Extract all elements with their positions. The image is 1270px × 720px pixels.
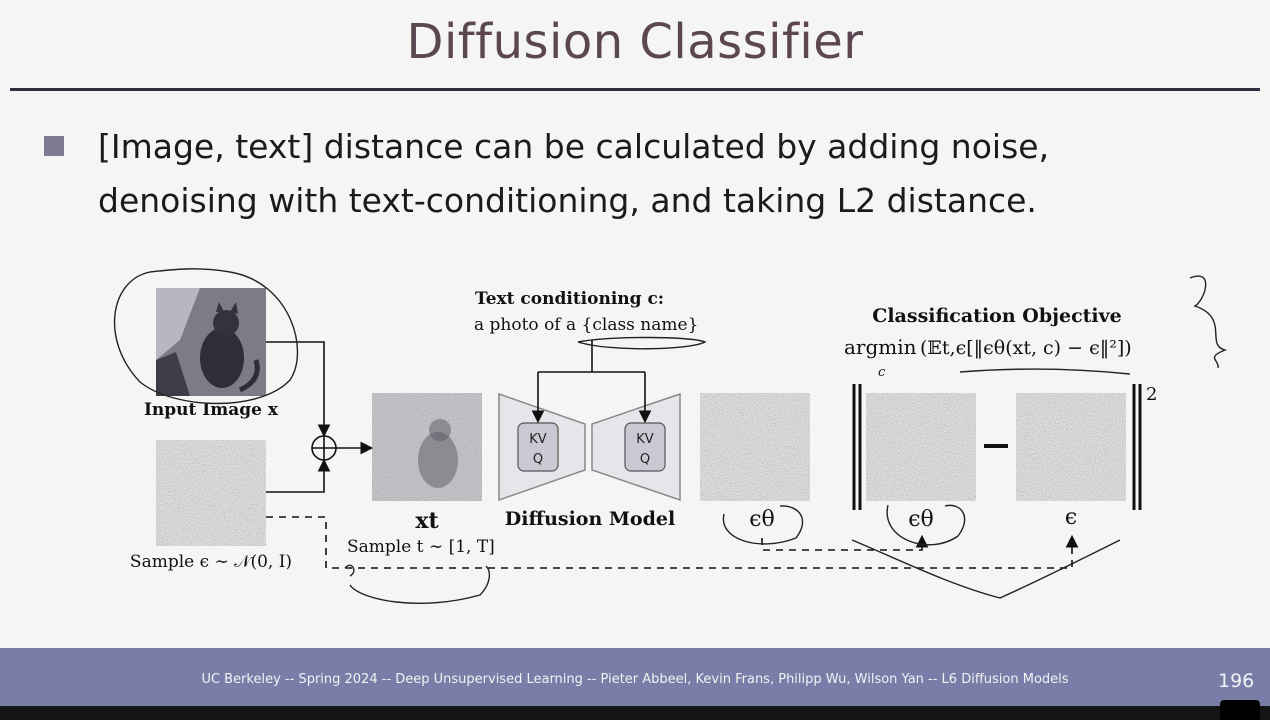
objective-title: Classification Objective bbox=[872, 305, 1122, 327]
slide-title: Diffusion Classifier bbox=[406, 14, 864, 70]
eps-theta-label: ϵθ bbox=[749, 507, 775, 532]
bottom-bar bbox=[0, 706, 1270, 720]
predicted-noise-image bbox=[700, 393, 810, 501]
kv-label: KV bbox=[529, 432, 547, 447]
objective-argmin-subscript: c bbox=[878, 365, 886, 380]
bullet-text: [Image, text] distance can be calculated… bbox=[98, 127, 1050, 220]
noise-dashed-path bbox=[266, 516, 1079, 569]
conditioning-arrows bbox=[537, 340, 646, 418]
noise-sample-label: Sample ϵ ∼ 𝒩(0, I) bbox=[130, 552, 292, 572]
attention-block-left: KV Q bbox=[517, 422, 559, 472]
squared-superscript: 2 bbox=[1146, 384, 1157, 405]
diffusion-model-label: Diffusion Model bbox=[505, 508, 675, 530]
input-image-label: Input Image x bbox=[144, 400, 279, 420]
prediction-dashed-path bbox=[761, 534, 929, 551]
sum-circle-icon bbox=[311, 435, 337, 461]
corner-badge bbox=[1220, 700, 1260, 720]
input-to-sum-arrow bbox=[266, 341, 331, 438]
norm-bars-right bbox=[1132, 384, 1142, 510]
diffusion-classifier-diagram: KV Q KV Q 2 Text conditioning c: a photo… bbox=[113, 268, 1228, 604]
objective-true-noise-image bbox=[1016, 393, 1126, 501]
t-sample-label: Sample t ∼ [1, T] bbox=[347, 537, 495, 557]
input-cat-image bbox=[156, 288, 266, 396]
q-label: Q bbox=[533, 452, 543, 467]
attention-block-right: KV Q bbox=[624, 422, 666, 472]
page-number: 196 bbox=[1218, 670, 1255, 692]
objective-eps-theta-label: ϵθ bbox=[908, 507, 934, 532]
text-conditioning-prompt: a photo of a {class name} bbox=[474, 315, 698, 335]
noisy-image-xt bbox=[372, 393, 482, 501]
noise-sample-image bbox=[156, 440, 266, 546]
objective-argmin: argmin bbox=[844, 335, 917, 359]
objective-formula: (𝔼t,ϵ[‖ϵθ(xt, c) − ϵ‖²]) bbox=[920, 337, 1132, 359]
footer-text: UC Berkeley -- Spring 2024 -- Deep Unsup… bbox=[201, 672, 1069, 687]
bullet-square-icon bbox=[44, 136, 64, 156]
objective-predicted-noise-image bbox=[866, 393, 976, 501]
xt-label: xt bbox=[415, 508, 439, 534]
kv-label: KV bbox=[636, 432, 654, 447]
noise-to-sum-arrow bbox=[266, 458, 331, 493]
slide-footer bbox=[0, 648, 1270, 706]
title-divider bbox=[10, 88, 1260, 91]
text-conditioning-label: Text conditioning c: bbox=[475, 289, 664, 309]
norm-bars-left bbox=[852, 384, 862, 510]
handwritten-annotations bbox=[113, 268, 1228, 604]
eps-label: ϵ bbox=[1065, 505, 1077, 530]
q-label: Q bbox=[640, 452, 650, 467]
